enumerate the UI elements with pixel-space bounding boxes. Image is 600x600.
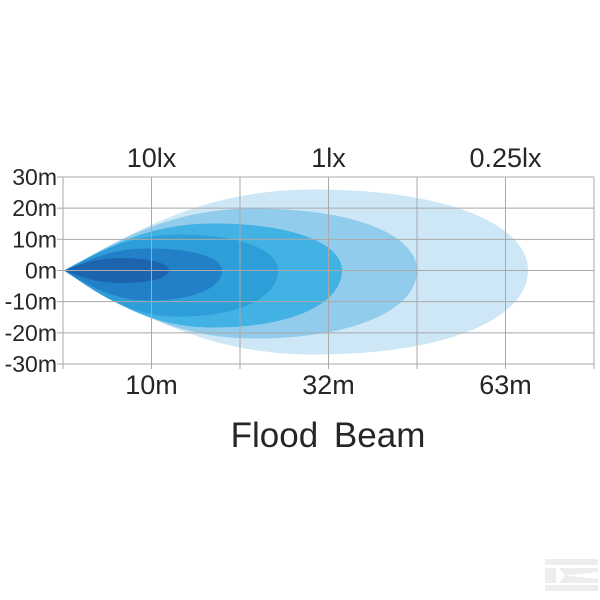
y-axis-label: -20m (5, 320, 57, 346)
watermark-bar-bottom (545, 585, 598, 591)
y-axis-label: 10m (12, 226, 57, 252)
top-axis-lux-label: 0.25lx (469, 143, 542, 173)
watermark-k-lower-arm (559, 575, 598, 583)
top-axis-lux-label: 1lx (311, 143, 346, 173)
y-axis-label: 20m (12, 195, 57, 221)
top-axis-lux-label: 10lx (127, 143, 177, 173)
bottom-axis-distance-label: 10m (125, 370, 178, 400)
bottom-axis-distance-label: 32m (302, 370, 355, 400)
watermark-k-upper-arm (559, 568, 598, 576)
chart-title: Flood Beam (231, 416, 426, 455)
y-axis-label: -30m (5, 351, 57, 377)
bottom-axis-distance-label: 63m (479, 370, 532, 400)
axis-labels: 30m 20m 10m 0m -10m -20m -30m 10lx 1lx 0.25lx 10m 3… (5, 143, 542, 400)
y-axis-label: 30m (12, 164, 57, 190)
y-axis-label: 0m (25, 258, 57, 284)
beam-rings (64, 189, 528, 355)
kramp-logo-watermark (545, 559, 598, 591)
watermark-k-stem (545, 568, 556, 583)
grid (57, 176, 595, 369)
y-axis-label: -10m (5, 289, 57, 315)
watermark-bar-top (545, 559, 598, 565)
